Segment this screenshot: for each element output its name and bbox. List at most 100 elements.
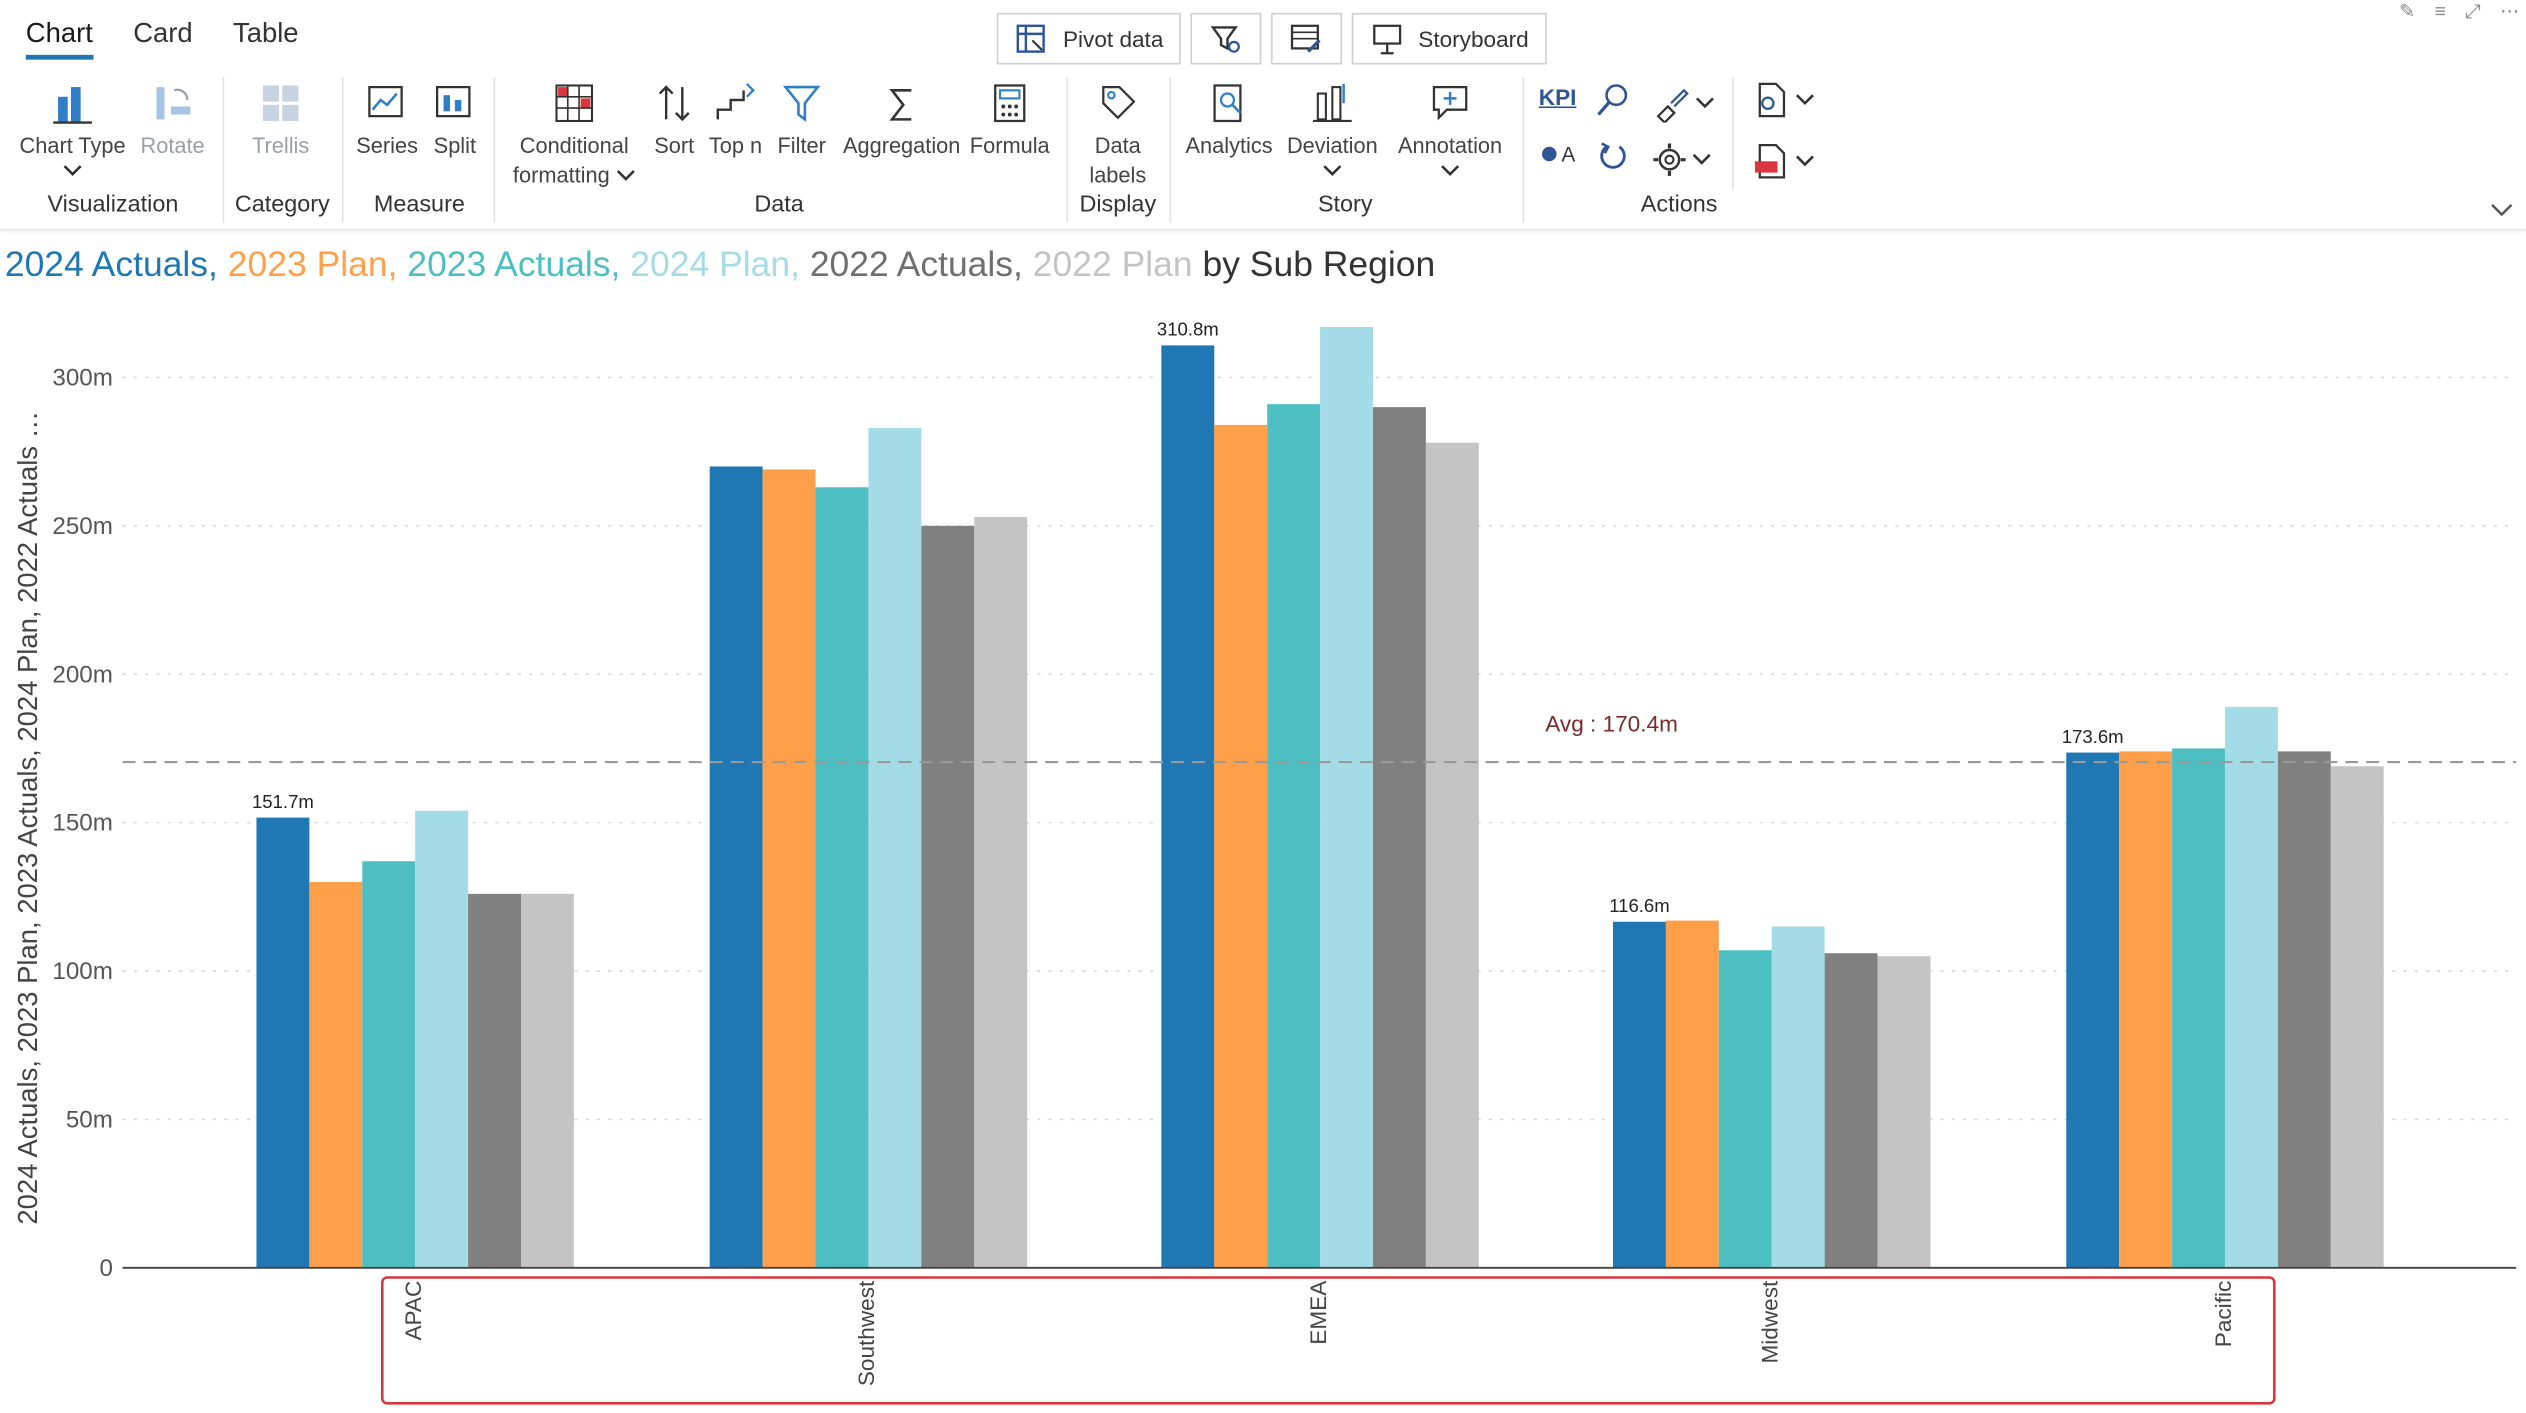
trellis-button[interactable]: Trellis [242, 77, 319, 161]
export-pdf-button[interactable] [1752, 142, 1815, 181]
edit-table-button[interactable] [1271, 12, 1343, 65]
top-n-button[interactable]: Top n [703, 77, 768, 161]
series-button[interactable]: Series [355, 77, 420, 161]
bar [256, 817, 310, 1268]
top-n-icon [716, 83, 755, 120]
tab-table[interactable]: Table [232, 17, 299, 49]
chevron-down-icon [63, 165, 82, 177]
group-data-label: Data [754, 191, 804, 218]
pivot-data-label: Pivot data [1062, 25, 1164, 52]
data-label: 116.6m [1609, 895, 1669, 916]
kpi-button[interactable]: KPI [1539, 84, 1577, 110]
settings-button[interactable] [1652, 142, 1712, 177]
storyboard-button[interactable]: Storyboard [1352, 12, 1547, 65]
tab-chart[interactable]: Chart [25, 18, 93, 60]
sort-button[interactable]: Sort [648, 77, 700, 161]
conditional-label-2: formatting [512, 162, 610, 188]
oa-label: A [1561, 141, 1576, 167]
window-controls: ✎ ≡ ⤢ ⋯ [2399, 0, 2519, 24]
bar [1267, 404, 1321, 1268]
data-labels-label-2: labels [1089, 162, 1147, 188]
chart-type-label: Chart Type [19, 133, 126, 159]
bar [1214, 424, 1268, 1268]
bar-chart-icon [53, 87, 92, 124]
conditional-formatting-button[interactable]: Conditional formatting [506, 77, 641, 190]
series-label: Series [356, 133, 418, 159]
chevron-down-icon [1441, 165, 1460, 177]
tag-icon [1102, 85, 1136, 120]
filter-button[interactable]: Filter [771, 77, 832, 161]
aggregation-button[interactable]: Aggregation [839, 77, 965, 161]
object-aware-toggle[interactable]: A [1542, 142, 1575, 166]
bar [2224, 706, 2278, 1268]
title-part: 2023 Plan, [227, 243, 408, 284]
collapse-ribbon-icon[interactable] [2490, 203, 2513, 218]
bar [2330, 766, 2384, 1268]
chart-type-button[interactable]: Chart Type [16, 77, 129, 177]
group-separator [1732, 77, 1734, 191]
storyboard-label: Storyboard [1418, 25, 1529, 52]
bar [468, 893, 521, 1268]
deviation-button[interactable]: Deviation [1282, 77, 1382, 177]
bar [1372, 407, 1426, 1268]
filter-icon [782, 85, 821, 122]
storyboard-icon [1373, 24, 1402, 55]
data-label: 173.6m [2062, 726, 2124, 747]
pivot-icon [1016, 24, 1045, 53]
document-settings-icon [1758, 82, 1786, 118]
rotate-button[interactable]: Rotate [135, 77, 209, 161]
bar [1320, 326, 1373, 1268]
filter-tool-button[interactable] [1190, 12, 1262, 65]
pivot-data-button[interactable]: Pivot data [996, 12, 1182, 65]
split-button[interactable]: Split [423, 77, 488, 161]
refresh-button[interactable] [1597, 139, 1632, 174]
y-tick-label: 300m [52, 365, 113, 392]
more-icon[interactable]: ⋯ [2500, 0, 2520, 23]
dot-icon [1542, 146, 1557, 162]
aggregation-label: Aggregation [842, 133, 961, 159]
analytics-icon [1213, 84, 1242, 123]
export-settings-button[interactable] [1752, 81, 1815, 120]
search-button[interactable] [1594, 81, 1633, 120]
group-separator [1169, 77, 1172, 223]
annotation-label: Annotation [1398, 133, 1503, 159]
chevron-down-icon [1695, 97, 1714, 109]
bar [2066, 752, 2120, 1268]
tab-card[interactable]: Card [133, 17, 193, 49]
bar [974, 516, 1028, 1268]
data-label: 310.8m [1157, 319, 1219, 340]
bar [921, 525, 975, 1268]
expand-icon[interactable]: ⤢ [2465, 0, 2481, 23]
title-part: by Sub Region [1202, 243, 1436, 284]
y-tick-label: 250m [52, 513, 113, 540]
chevron-down-icon [616, 170, 635, 181]
chart-title: 2024 Actuals, 2023 Plan, 2023 Actuals, 2… [5, 244, 1435, 286]
bar [1665, 920, 1719, 1268]
refresh-icon [1600, 142, 1626, 169]
group-display-label: Display [1079, 191, 1157, 218]
data-label: 151.7m [252, 791, 314, 812]
formula-button[interactable]: Formula [968, 77, 1052, 161]
deviation-icon [1312, 83, 1352, 123]
top-n-label: Top n [708, 133, 763, 159]
analytics-button[interactable]: Analytics [1181, 77, 1278, 161]
y-tick-label: 200m [52, 661, 113, 688]
filter-icon[interactable]: ≡ [2434, 0, 2446, 23]
top-buttons: Pivot data Storyboard [996, 12, 1547, 65]
bar [1613, 921, 1666, 1268]
rotate-icon [156, 87, 191, 120]
aggregation-icon [889, 89, 912, 121]
annotation-button[interactable]: Annotation [1390, 77, 1509, 177]
data-labels-button[interactable]: Data labels [1077, 77, 1158, 190]
group-measure-label: Measure [373, 191, 465, 218]
title-part: 2024 Plan, [630, 243, 810, 284]
group-separator [1066, 77, 1068, 223]
format-brush-button[interactable] [1652, 84, 1715, 123]
trellis-icon [262, 85, 299, 121]
view-tabs: Chart Card Table [25, 17, 299, 60]
paint-brush-icon [1656, 88, 1689, 123]
bar [2119, 751, 2173, 1268]
y-tick-label: 0 [99, 1255, 112, 1282]
pin-icon[interactable]: ✎ [2399, 0, 2416, 23]
title-part: 2023 Actuals, [407, 243, 631, 284]
